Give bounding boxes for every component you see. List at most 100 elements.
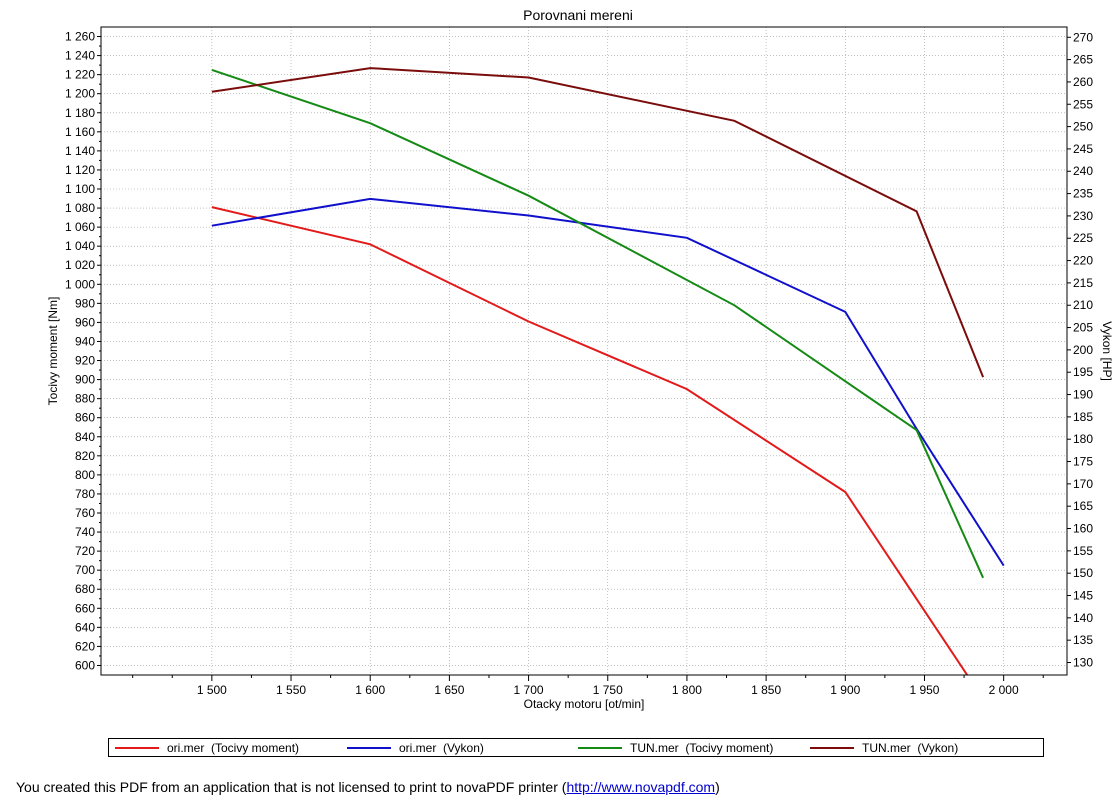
y-tick-label: 660 — [75, 601, 95, 615]
y-tick-label: 640 — [75, 620, 95, 634]
y2-tick-label: 190 — [1073, 388, 1093, 402]
y-tick-label: 600 — [75, 658, 95, 672]
y-tick-label: 1 060 — [65, 220, 95, 234]
series-line-2 — [211, 68, 985, 579]
x-tick-label: 1 700 — [514, 683, 544, 697]
chart-series — [211, 67, 1005, 675]
y2-tick-label: 240 — [1073, 164, 1093, 178]
y-tick-label: 780 — [75, 487, 95, 501]
y-tick-label: 820 — [75, 449, 95, 463]
y-tick-label: 1 240 — [65, 49, 95, 63]
footer-text: You created this PDF from an application… — [16, 779, 567, 795]
x-tick-label: 1 800 — [672, 683, 702, 697]
legend-swatch — [578, 747, 622, 749]
y2-tick-label: 220 — [1073, 254, 1093, 268]
x-tick-label: 1 500 — [197, 683, 227, 697]
legend-swatch — [115, 747, 159, 749]
x-tick-label: 1 950 — [909, 683, 939, 697]
y-tick-label: 1 180 — [65, 106, 95, 120]
y2-tick-label: 150 — [1073, 566, 1093, 580]
y-tick-label: 1 080 — [65, 201, 95, 215]
y2-tick-label: 130 — [1073, 655, 1093, 669]
y2-tick-label: 135 — [1073, 633, 1093, 647]
y2-tick-label: 145 — [1073, 589, 1093, 603]
y2-tick-label: 175 — [1073, 455, 1093, 469]
x-tick-label: 1 850 — [751, 683, 781, 697]
y-axis-label: Tocivy moment [Nm] — [46, 297, 60, 406]
y-tick-label: 1 260 — [65, 30, 95, 44]
chart-title: Porovnani mereni — [523, 7, 633, 23]
y2-tick-label: 205 — [1073, 321, 1093, 335]
chart-grid — [101, 27, 1067, 675]
legend-label: ori.mer (Tocivy moment) — [167, 741, 300, 755]
y-tick-label: 1 040 — [65, 239, 95, 253]
legend-label: TUN.mer (Tocivy moment) — [630, 741, 774, 755]
y-tick-label: 800 — [75, 468, 95, 482]
x-tick-label: 2 000 — [989, 683, 1019, 697]
x-tick-label: 1 600 — [355, 683, 385, 697]
y-tick-label: 720 — [75, 544, 95, 558]
y2-axis-label: Vykon [HP] — [1100, 321, 1114, 381]
y-tick-label: 900 — [75, 373, 95, 387]
y-tick-label: 960 — [75, 315, 95, 329]
series-line-0 — [211, 206, 969, 675]
footer-suffix: ) — [715, 779, 720, 795]
x-tick-label: 1 750 — [593, 683, 623, 697]
y-tick-label: 1 200 — [65, 87, 95, 101]
y2-tick-label: 260 — [1073, 75, 1093, 89]
y-tick-label: 1 160 — [65, 125, 95, 139]
y2-tick-label: 165 — [1073, 499, 1093, 513]
y2-tick-label: 170 — [1073, 477, 1093, 491]
legend-swatch — [810, 747, 854, 749]
y-tick-label: 740 — [75, 525, 95, 539]
plot-area-frame — [100, 26, 1068, 676]
y2-tick-label: 200 — [1073, 343, 1093, 357]
y-tick-label: 840 — [75, 430, 95, 444]
y2-tick-label: 155 — [1073, 544, 1093, 558]
y-tick-label: 1 000 — [65, 277, 95, 291]
y2-tick-label: 160 — [1073, 522, 1093, 536]
y-tick-label: 1 120 — [65, 163, 95, 177]
y2-tick-label: 180 — [1073, 432, 1093, 446]
chart-ticks: 1 500 1 550 1 600 1 650 1 700 1 750 1 800 1 850… — [65, 30, 1093, 697]
x-tick-label: 1 550 — [276, 683, 306, 697]
legend-item-ori-vykon: ori.mer (Vykon) — [347, 740, 484, 756]
y-tick-label: 880 — [75, 392, 95, 406]
y-tick-label: 1 100 — [65, 182, 95, 196]
license-footer: You created this PDF from an application… — [16, 779, 720, 795]
legend-item-tun-moment: TUN.mer (Tocivy moment) — [578, 740, 773, 756]
y-tick-label: 980 — [75, 296, 95, 310]
y-tick-label: 1 020 — [65, 258, 95, 272]
y2-tick-label: 230 — [1073, 209, 1093, 223]
y2-tick-label: 235 — [1073, 187, 1093, 201]
y2-tick-label: 140 — [1073, 611, 1093, 625]
y2-tick-label: 195 — [1073, 365, 1093, 379]
y-tick-label: 1 140 — [65, 144, 95, 158]
y-tick-label: 940 — [75, 334, 95, 348]
y2-tick-label: 210 — [1073, 298, 1093, 312]
x-tick-label: 1 900 — [830, 683, 860, 697]
y-tick-label: 1 220 — [65, 68, 95, 82]
x-tick-label: 1 650 — [434, 683, 464, 697]
y2-tick-label: 255 — [1073, 97, 1093, 111]
y2-tick-label: 245 — [1073, 142, 1093, 156]
y2-tick-label: 225 — [1073, 231, 1093, 245]
y2-tick-label: 250 — [1073, 120, 1093, 134]
y2-tick-label: 185 — [1073, 410, 1093, 424]
legend-item-tun-vykon: TUN.mer (Vykon) — [810, 740, 958, 756]
y2-tick-label: 265 — [1073, 53, 1093, 67]
legend-swatch — [347, 747, 391, 749]
novapdf-link[interactable]: http://www.novapdf.com — [566, 779, 716, 795]
y-tick-label: 620 — [75, 639, 95, 653]
y-tick-label: 680 — [75, 582, 95, 596]
x-axis-label: Otacky motoru [ot/min] — [524, 697, 645, 711]
y-tick-label: 860 — [75, 411, 95, 425]
legend-label: ori.mer (Vykon) — [399, 741, 484, 755]
y2-tick-label: 270 — [1073, 30, 1093, 44]
y-tick-label: 760 — [75, 506, 95, 520]
legend-item-ori-moment: ori.mer (Tocivy moment) — [115, 740, 299, 756]
legend-label: TUN.mer (Vykon) — [862, 741, 959, 755]
series-line-3 — [211, 67, 985, 378]
y2-tick-label: 215 — [1073, 276, 1093, 290]
